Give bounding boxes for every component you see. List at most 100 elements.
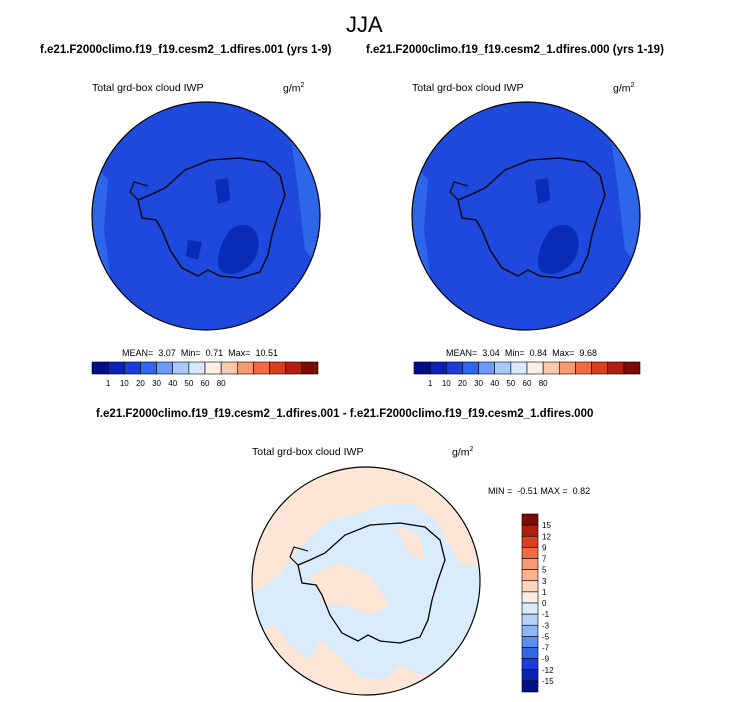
colorbar-a-box bbox=[301, 361, 319, 375]
colorbar-a-box bbox=[236, 361, 254, 375]
panel-c-variable: Total grd-box cloud IWP bbox=[252, 446, 364, 458]
colorbar-c-tick-label: 15 bbox=[542, 521, 551, 530]
colorbar-c-box bbox=[521, 680, 539, 693]
colorbar-a-box bbox=[140, 361, 157, 375]
colorbar-b-tick-label: 1 bbox=[428, 379, 433, 388]
map-c-peninsula bbox=[289, 546, 309, 566]
colorbar-c-box bbox=[521, 569, 539, 582]
map-a-peninsula bbox=[129, 181, 149, 201]
colorbar-a-box bbox=[269, 361, 287, 375]
colorbar-a-box bbox=[253, 361, 270, 375]
map-b-coastline bbox=[457, 157, 606, 279]
map-b-region-dark2 bbox=[537, 224, 579, 274]
colorbar-c-tick-label: 12 bbox=[542, 532, 551, 541]
map-a-region-dark2 bbox=[217, 224, 259, 274]
colorbar-c-tick-label: -1 bbox=[542, 610, 550, 619]
map-a-region-dark bbox=[215, 178, 230, 204]
panel-b-units: g/m2 bbox=[613, 82, 635, 95]
colorbar-b-box bbox=[510, 361, 528, 375]
colorbar-b-tick-label: 40 bbox=[490, 379, 499, 388]
map-c-region-positive-patch2 bbox=[395, 525, 425, 560]
colorbar-b-box bbox=[575, 361, 592, 375]
colorbar-c-box bbox=[521, 624, 539, 637]
colorbar-c-tick-label: -9 bbox=[542, 655, 550, 664]
map-c-coastline bbox=[297, 522, 446, 644]
map-b-region-dark bbox=[535, 178, 550, 204]
diff-title: f.e21.F2000climo.f19_f19.cesm2_1.dfires.… bbox=[96, 408, 594, 420]
colorbar-b-box bbox=[526, 361, 544, 375]
colorbar-b-box bbox=[542, 361, 560, 375]
colorbar-c-box bbox=[521, 558, 539, 570]
colorbar-c-box bbox=[521, 647, 539, 659]
panel-a-variable: Total grd-box cloud IWP bbox=[92, 82, 204, 94]
colorbar-c-box bbox=[521, 613, 539, 626]
colorbar-c-box bbox=[521, 547, 539, 559]
colorbar-b-tick-label: 60 bbox=[523, 379, 532, 388]
figure-title: JJA bbox=[346, 12, 383, 37]
colorbar-c-tick-label: -5 bbox=[542, 632, 550, 641]
map-a-field bbox=[92, 102, 320, 330]
colorbar-c-box bbox=[521, 513, 539, 526]
colorbar-a-tick-label: 80 bbox=[217, 379, 226, 388]
colorbar-c-box bbox=[521, 669, 539, 682]
map-b bbox=[411, 101, 641, 331]
map-c-region-positive-patch bbox=[310, 563, 390, 615]
colorbar-c: 15 12 9 7 5 3 1 0 -1 -3 -5 -7 -9 -12 -15 bbox=[521, 513, 554, 693]
panel-a-stats: MEAN= 3.07 Min= 0.71 Max= 10.51 bbox=[122, 348, 278, 358]
colorbar-b-box bbox=[494, 361, 512, 375]
colorbar-b-box bbox=[607, 361, 625, 375]
colorbar-b-box bbox=[445, 361, 463, 375]
colorbar-c-box bbox=[521, 602, 539, 615]
map-c bbox=[251, 466, 481, 696]
colorbar-c-tick-label: 7 bbox=[542, 555, 547, 564]
colorbar-c-tick-label: -12 bbox=[542, 666, 554, 675]
colorbar-b: 1 10 20 30 40 50 60 80 bbox=[413, 361, 641, 388]
map-a bbox=[91, 101, 321, 331]
colorbar-a-box bbox=[123, 361, 141, 375]
colorbar-b-tick-label: 20 bbox=[458, 379, 467, 388]
colorbar-c-tick-label: -15 bbox=[542, 677, 554, 686]
colorbar-a-tick-label: 30 bbox=[152, 379, 161, 388]
colorbar-a-box bbox=[156, 361, 174, 375]
colorbar-b-box bbox=[558, 361, 576, 375]
colorbar-b-tick-label: 30 bbox=[474, 379, 483, 388]
map-b-peninsula bbox=[449, 181, 469, 201]
colorbar-a-box bbox=[220, 361, 238, 375]
colorbar-a-tick-label: 1 bbox=[106, 379, 111, 388]
map-a-region-dark3 bbox=[186, 240, 202, 260]
colorbar-a-box bbox=[172, 361, 190, 375]
case-b-title: f.e21.F2000climo.f19_f19.cesm2_1.dfires.… bbox=[366, 44, 664, 56]
colorbar-a-tick-label: 10 bbox=[120, 379, 129, 388]
colorbar-c-tick-label: 0 bbox=[542, 599, 547, 608]
colorbar-c-tick-label: 1 bbox=[542, 588, 547, 597]
colorbar-a-tick-label: 50 bbox=[184, 379, 193, 388]
colorbar-b-box bbox=[429, 361, 447, 375]
colorbar-b-tick-label: 80 bbox=[539, 379, 548, 388]
panel-c-stats: MIN = -0.51 MAX = 0.82 bbox=[488, 486, 591, 496]
map-a-coastline bbox=[137, 157, 286, 279]
colorbar-a-box bbox=[107, 361, 125, 375]
colorbar-c-box bbox=[521, 591, 539, 604]
panel-a-units: g/m2 bbox=[283, 82, 305, 95]
colorbar-b-tick-label: 10 bbox=[442, 379, 451, 388]
colorbar-a-box bbox=[188, 361, 206, 375]
panel-b-variable: Total grd-box cloud IWP bbox=[412, 82, 524, 94]
colorbar-a-tick-label: 60 bbox=[201, 379, 210, 388]
map-b-field bbox=[412, 102, 640, 330]
colorbar-b-tick-label: 50 bbox=[506, 379, 515, 388]
colorbar-b-box bbox=[462, 361, 479, 375]
colorbar-c-tick-label: -7 bbox=[542, 644, 550, 653]
colorbar-b-box bbox=[478, 361, 496, 375]
colorbar-a-box bbox=[285, 361, 303, 375]
case-a-title: f.e21.F2000climo.f19_f19.cesm2_1.dfires.… bbox=[40, 44, 332, 56]
colorbar-c-tick-label: 3 bbox=[542, 577, 547, 586]
colorbar-a-tick-label: 20 bbox=[136, 379, 145, 388]
colorbar-c-box bbox=[521, 535, 539, 548]
colorbar-c-box bbox=[521, 636, 539, 648]
colorbar-c-box bbox=[521, 524, 539, 537]
colorbar-c-tick-label: 5 bbox=[542, 566, 547, 575]
colorbar-b-box bbox=[591, 361, 609, 375]
colorbar-a-tick-label: 40 bbox=[168, 379, 177, 388]
colorbar-a-box bbox=[91, 361, 109, 375]
colorbar-c-box bbox=[521, 580, 539, 593]
